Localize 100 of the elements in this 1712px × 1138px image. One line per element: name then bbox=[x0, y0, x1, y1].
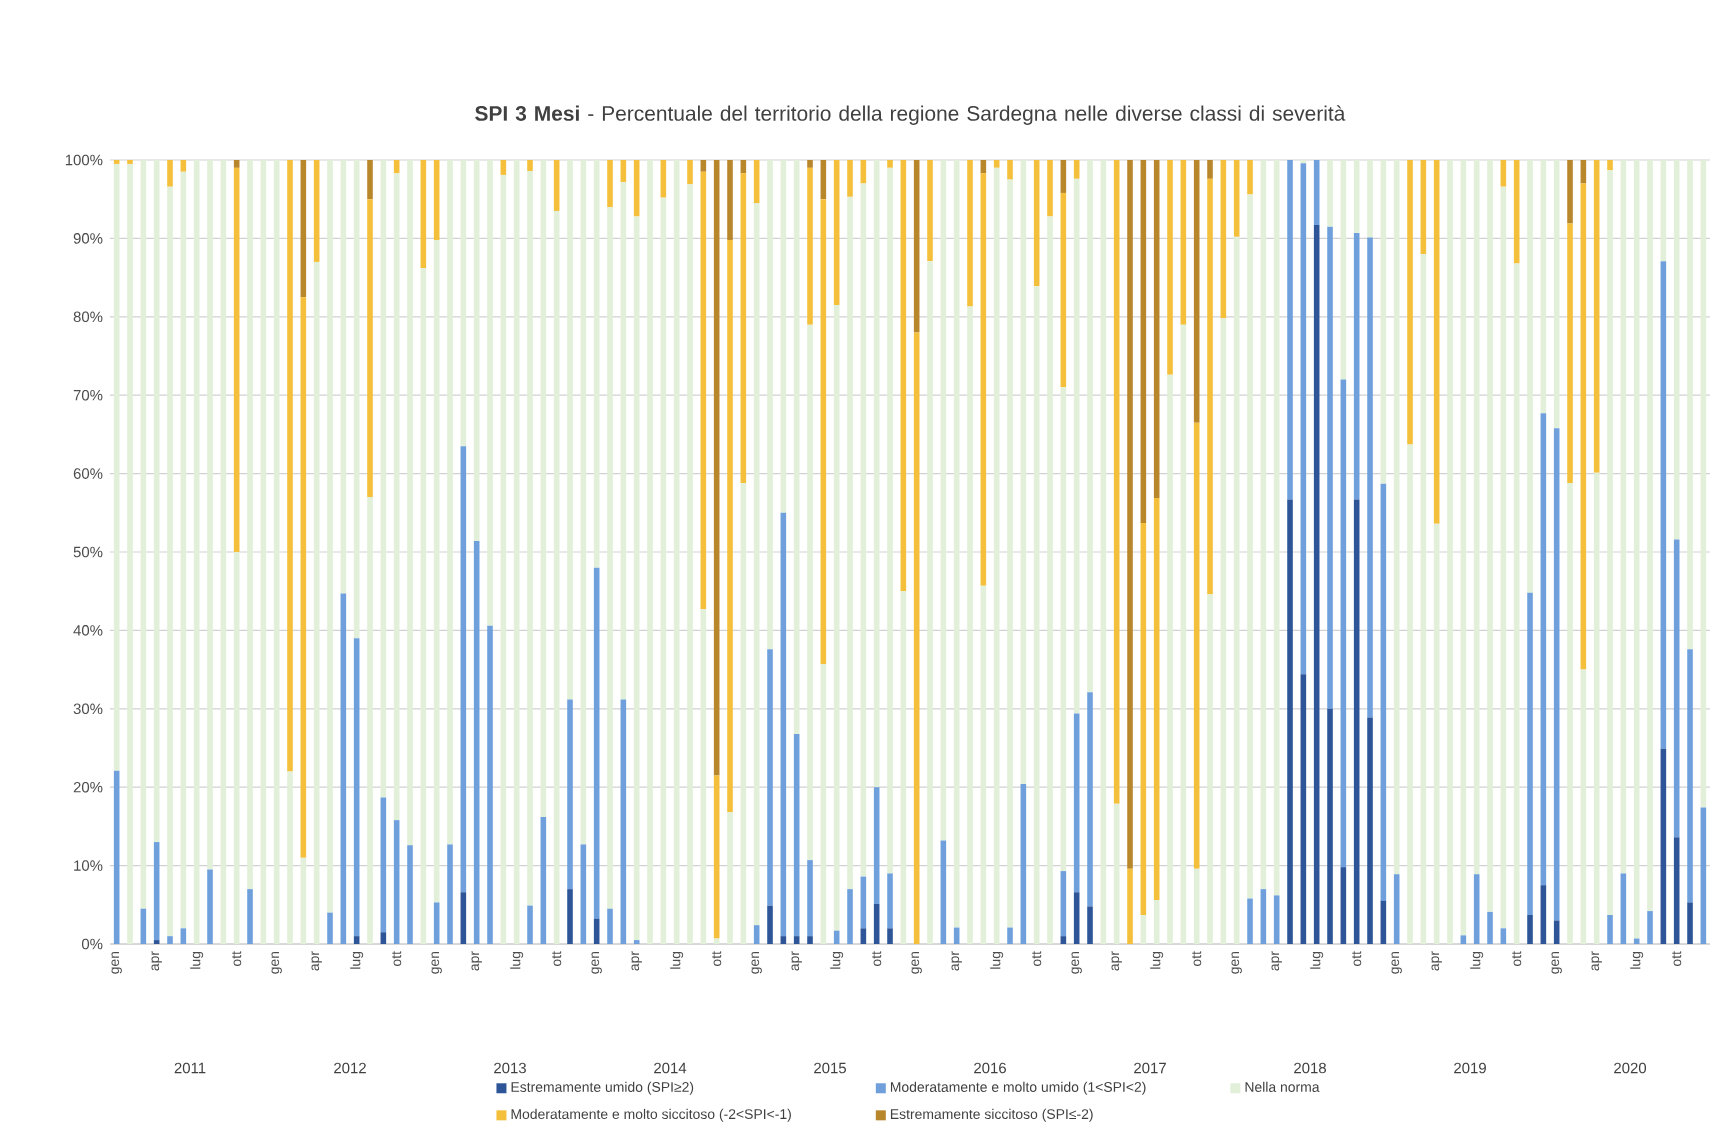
bar bbox=[1500, 159, 1507, 187]
bar bbox=[1340, 159, 1347, 380]
bar bbox=[447, 159, 453, 845]
bar bbox=[487, 159, 493, 626]
bar bbox=[700, 159, 707, 172]
bar bbox=[767, 159, 773, 650]
bar bbox=[1407, 444, 1413, 944]
bar bbox=[1687, 649, 1693, 903]
bar bbox=[807, 860, 813, 937]
bar bbox=[687, 184, 693, 944]
bar bbox=[660, 159, 667, 198]
bar bbox=[353, 936, 360, 944]
bar bbox=[1620, 873, 1627, 944]
bar bbox=[1367, 717, 1373, 944]
bar bbox=[1233, 159, 1240, 237]
bar bbox=[447, 844, 453, 944]
bar bbox=[807, 167, 813, 325]
bar bbox=[1500, 928, 1507, 944]
bar bbox=[1340, 867, 1347, 944]
bar bbox=[1047, 216, 1053, 944]
bar bbox=[1007, 927, 1013, 944]
bar bbox=[967, 159, 973, 307]
bar bbox=[1607, 914, 1613, 944]
bar bbox=[1580, 159, 1587, 184]
bar bbox=[247, 889, 253, 944]
bar bbox=[247, 159, 253, 890]
bar bbox=[767, 649, 773, 906]
bar bbox=[1393, 874, 1400, 944]
bar bbox=[807, 936, 813, 944]
bar bbox=[1247, 194, 1253, 899]
bar bbox=[1167, 374, 1173, 944]
bar bbox=[567, 159, 573, 700]
bar bbox=[1647, 159, 1653, 912]
bar bbox=[713, 775, 720, 939]
bar bbox=[180, 159, 187, 172]
bar bbox=[287, 771, 293, 944]
bar bbox=[687, 159, 693, 185]
bar bbox=[233, 159, 240, 168]
bar bbox=[1607, 170, 1613, 915]
bar bbox=[1140, 914, 1147, 944]
bar bbox=[847, 159, 853, 197]
bar bbox=[727, 239, 733, 813]
bar bbox=[607, 159, 613, 208]
bar bbox=[1473, 874, 1480, 944]
bar bbox=[1047, 159, 1053, 217]
bar bbox=[127, 163, 133, 944]
bar bbox=[1460, 935, 1467, 944]
bar bbox=[1687, 902, 1693, 944]
bar bbox=[1087, 692, 1093, 907]
bar bbox=[993, 159, 1000, 168]
bar bbox=[1553, 920, 1560, 944]
bar bbox=[1407, 159, 1413, 445]
bar bbox=[367, 497, 373, 944]
bar bbox=[433, 902, 440, 944]
bar bbox=[1540, 885, 1547, 944]
bar bbox=[460, 892, 467, 944]
bar bbox=[847, 196, 853, 890]
bar bbox=[927, 159, 933, 262]
bar bbox=[793, 936, 800, 944]
bar bbox=[527, 170, 533, 906]
bar bbox=[1060, 159, 1067, 193]
bar bbox=[927, 261, 933, 944]
bar bbox=[527, 159, 533, 171]
bar bbox=[487, 625, 493, 944]
bar bbox=[1260, 889, 1267, 944]
bar bbox=[380, 932, 387, 944]
bar bbox=[527, 905, 533, 944]
bar bbox=[1167, 159, 1173, 375]
bar bbox=[847, 889, 853, 944]
bar bbox=[1287, 499, 1293, 944]
bar bbox=[1273, 895, 1280, 944]
bar bbox=[500, 159, 507, 175]
bar bbox=[1327, 226, 1333, 709]
bar bbox=[167, 186, 173, 937]
bar bbox=[860, 928, 867, 944]
bar bbox=[327, 912, 333, 944]
bar bbox=[1087, 906, 1093, 944]
bar bbox=[1647, 911, 1653, 944]
bar bbox=[1607, 159, 1613, 171]
bar bbox=[1327, 159, 1333, 227]
bar bbox=[1127, 159, 1133, 869]
bar bbox=[580, 844, 587, 944]
bar bbox=[327, 159, 333, 913]
bar bbox=[367, 159, 373, 200]
bar bbox=[1007, 179, 1013, 928]
bar bbox=[567, 889, 573, 944]
bar bbox=[1487, 159, 1493, 912]
bar bbox=[807, 159, 813, 168]
bar bbox=[1287, 159, 1293, 500]
bar bbox=[967, 306, 973, 944]
bar bbox=[887, 873, 893, 929]
bar bbox=[1527, 592, 1533, 915]
bar bbox=[287, 159, 293, 772]
bar bbox=[1247, 898, 1253, 944]
bar bbox=[1207, 178, 1213, 595]
bar bbox=[1073, 892, 1080, 944]
bar bbox=[727, 812, 733, 944]
bar bbox=[1673, 837, 1680, 944]
bar bbox=[1327, 708, 1333, 944]
bar bbox=[1007, 159, 1013, 180]
